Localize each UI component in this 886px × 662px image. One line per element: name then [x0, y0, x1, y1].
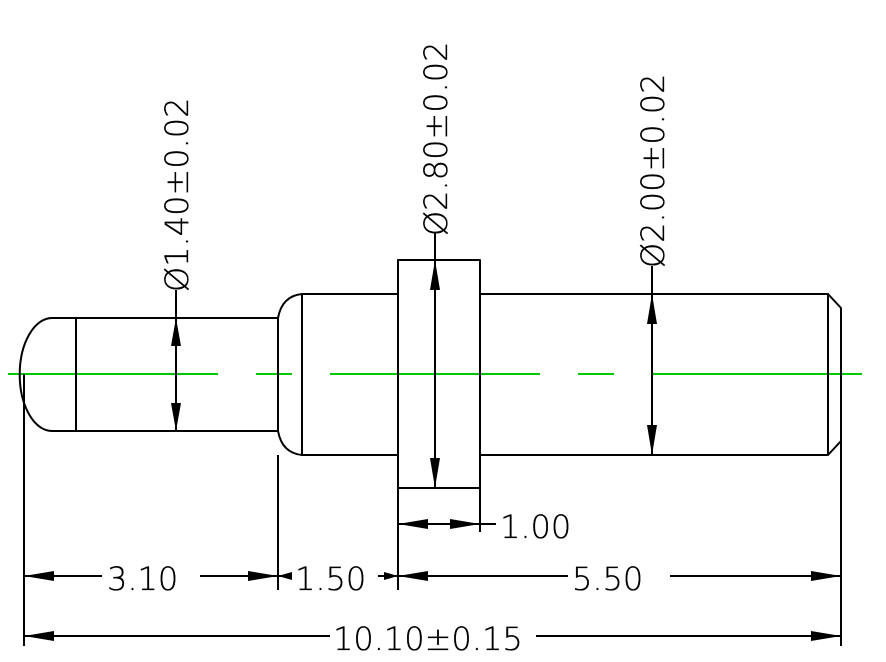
dim-overall-length: 10.10±0.15 — [24, 620, 841, 658]
dim-flange-width-label: 1.00 — [500, 508, 571, 546]
dim-flange-diameter-label: Ø2.80±0.02 — [417, 42, 455, 237]
dim-tip-length-label: 3.10 — [107, 560, 178, 598]
dim-overall-length-label: 10.10±0.15 — [333, 620, 523, 658]
dim-flange-width: 1.00 — [398, 508, 571, 546]
dim-shank-length: 5.50 — [398, 560, 841, 598]
dim-neck-length: 1.50 — [278, 560, 398, 598]
extension-lines — [23, 374, 842, 646]
dim-neck-length-label: 1.50 — [295, 560, 366, 598]
dim-shank-diameter: Ø2.00±0.02 — [634, 73, 672, 455]
pin-flange — [397, 259, 481, 489]
dim-tip-diameter: Ø1.40±0.02 — [158, 97, 196, 431]
pin-neck — [277, 293, 399, 456]
dim-shank-diameter-label: Ø2.00±0.02 — [634, 74, 672, 269]
dim-shank-length-label: 5.50 — [572, 560, 643, 598]
dim-tip-diameter-label: Ø1.40±0.02 — [158, 98, 196, 293]
dim-flange-diameter: Ø2.80±0.02 — [417, 41, 455, 488]
dim-tip-length: 3.10 — [24, 560, 278, 598]
pin-shank — [479, 293, 842, 456]
